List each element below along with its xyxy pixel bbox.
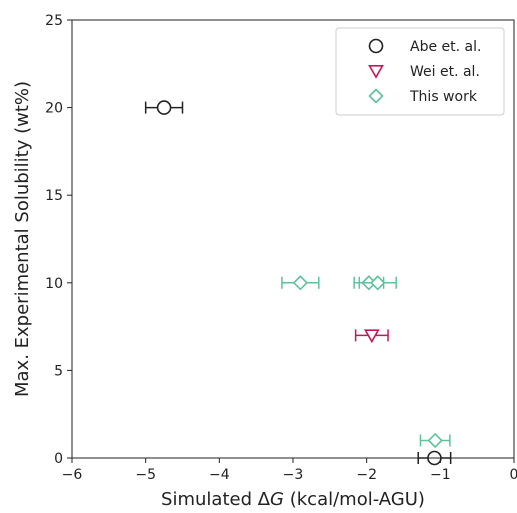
y-tick-label: 15 <box>45 188 63 204</box>
legend-marker <box>368 65 384 79</box>
legend-items: Abe et. al. Wei et. al. This work <box>368 38 481 105</box>
y-tick-label: 0 <box>54 451 63 467</box>
x-tick-label: 0 <box>510 467 517 483</box>
legend-item: Wei et. al. <box>368 64 480 80</box>
x-tick-label: −2 <box>356 467 377 483</box>
data-points <box>144 100 452 466</box>
data-point <box>358 275 397 291</box>
y-tick-label: 20 <box>45 101 63 117</box>
x-tick-label: −6 <box>62 467 83 483</box>
x-tick-label: −5 <box>135 467 156 483</box>
y-tick-label: 25 <box>45 13 63 29</box>
y-tick-label: 5 <box>54 363 63 379</box>
diamond-marker <box>370 275 386 291</box>
axis-ticks: −6 −5 −4 −3 −2 −1 0 0 5 10 15 20 25 <box>45 13 517 483</box>
data-point <box>354 329 389 344</box>
y-tick-label: 10 <box>45 276 63 292</box>
legend-marker <box>368 88 384 104</box>
circle-marker <box>156 100 172 115</box>
diamond-marker <box>292 275 308 291</box>
legend: Abe et. al. Wei et. al. This work <box>335 27 505 116</box>
x-axis-label-var: G <box>270 489 284 510</box>
x-axis-label: Simulated ΔG (kcal/mol-AGU) <box>161 489 425 510</box>
data-point <box>281 275 320 291</box>
x-tick-label: −1 <box>430 467 451 483</box>
plot-frame <box>71 19 515 459</box>
x-tick-label: −3 <box>283 467 304 483</box>
legend-item: This work <box>368 88 478 105</box>
triangle-down-marker <box>363 329 380 344</box>
x-axis-label-prefix: Simulated Δ <box>161 489 271 510</box>
legend-label: Wei et. al. <box>410 64 480 80</box>
legend-label: Abe et. al. <box>410 39 481 55</box>
y-axis-label: Max. Experimental Solubility (wt%) <box>12 81 33 397</box>
x-axis-label-suffix: (kcal/mol-AGU) <box>284 489 425 510</box>
legend-label: This work <box>409 89 478 105</box>
data-point <box>419 432 451 449</box>
data-point <box>144 100 184 115</box>
x-tick-label: −4 <box>209 467 230 483</box>
legend-marker <box>368 38 384 54</box>
legend-item: Abe et. al. <box>368 38 481 55</box>
diamond-marker <box>427 432 443 449</box>
